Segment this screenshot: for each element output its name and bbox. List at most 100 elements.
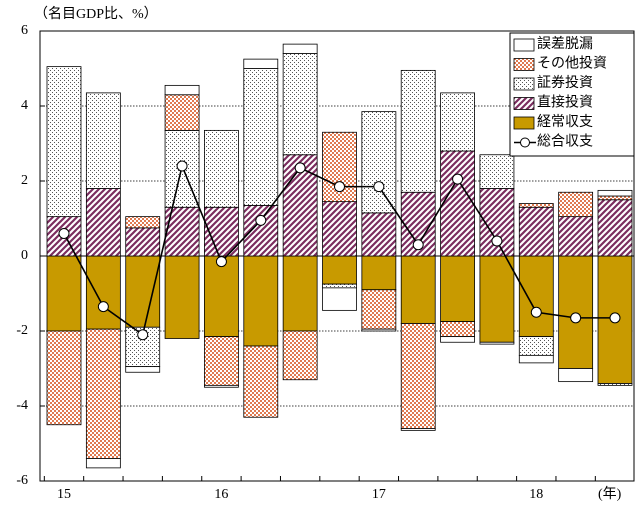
line-point [294,162,306,174]
bar-segment [400,69,436,193]
bar-segment [85,92,121,189]
y-tick-label: 4 [21,98,28,113]
bar-segment [85,188,121,257]
line-point [97,301,109,313]
bar-segment [243,345,279,418]
bar-segment [46,255,82,332]
y-tick-label: 6 [21,23,28,38]
bar-segment [597,383,633,386]
bar-segment [440,321,475,338]
bar-segment [46,66,82,218]
bar-segment [322,283,357,289]
bar-segment [361,212,397,257]
bar-segment [204,336,239,386]
legend-swatch [513,97,535,110]
bar-segment [164,255,200,339]
bar-segment [322,201,357,257]
bar-segment [518,203,554,208]
bar-segment [400,323,436,429]
bar-segment [204,255,239,338]
legend-label: 総合収支 [537,134,593,150]
y-tick-label: 2 [21,173,28,188]
line-point [452,173,464,185]
line-point [176,160,188,172]
bar-segment [558,216,594,257]
bar-segment [361,111,397,214]
bar-segment [282,53,318,156]
y-tick-label: -2 [16,323,28,338]
legend-swatch [513,116,535,130]
legend-swatch [513,38,535,52]
legend-swatch [513,77,535,91]
bar-segment [204,206,239,257]
legend-label: その他投資 [537,56,607,72]
y-axis-label: （名目GDP比、%） [34,6,158,22]
bar-segment [361,289,397,330]
line-point [373,181,385,193]
x-tick-label: 18 [529,487,543,502]
line-point [491,235,503,247]
plot-frame [39,30,635,482]
bar-segment [597,199,633,257]
line-point [255,214,267,226]
bar-segment [282,43,318,54]
line-point [412,239,424,251]
line-point [609,312,621,324]
line-point [334,181,345,193]
legend-label: 直接投資 [537,94,593,111]
bar-segment [85,328,121,459]
x-tick-label: 17 [372,487,386,502]
legend-label: 誤差脱漏 [537,36,593,52]
bar-segment [125,366,161,373]
bar-segment [204,384,239,388]
bar-segment [597,189,633,197]
x-tick-label: 16 [214,487,228,502]
line-point [570,312,582,324]
bar-segment [440,92,475,152]
bar-segment [164,84,200,96]
bar-segment [361,255,397,291]
line-point [137,329,149,341]
bar-segment [479,255,515,343]
bar-segment [243,204,279,257]
bar-segment [400,428,436,431]
bar-segment [204,129,239,208]
bar-segment [85,458,121,469]
bar-segment [282,255,318,332]
y-tick-label: 0 [21,248,28,263]
legend-label: 経常収支 [537,114,593,130]
bar-segment [518,354,554,364]
bar-segment [85,255,121,330]
bar-segment [479,341,515,345]
bar-segment [243,255,279,347]
x-axis-label: (年) [598,486,622,502]
bar-segment [518,336,554,356]
bar-segment [282,330,318,381]
bar-segment [243,68,279,206]
line-point [215,256,227,268]
bar-segment [125,255,161,328]
bar-segment [558,191,594,218]
bar-segment [558,255,594,369]
bar-segment [518,206,554,257]
bar-segment [440,255,475,323]
bar-segment [440,336,475,343]
bar-segment [440,150,475,257]
legend-swatch [513,58,535,71]
legend-point [520,137,530,148]
bar-segment [125,216,161,229]
x-tick-label: 15 [57,487,71,502]
bar-segment [597,195,633,201]
y-tick-label: -4 [16,398,28,413]
y-tick-label: -6 [16,473,28,488]
bar-segment [479,154,515,189]
bar-segment [558,368,594,383]
bar-segment [164,206,200,257]
bar-segment [518,255,554,338]
bar-segment [322,287,357,311]
bar-segment [400,255,436,324]
line-point [58,228,70,239]
legend-box [509,32,635,157]
bar-segment [243,58,279,69]
